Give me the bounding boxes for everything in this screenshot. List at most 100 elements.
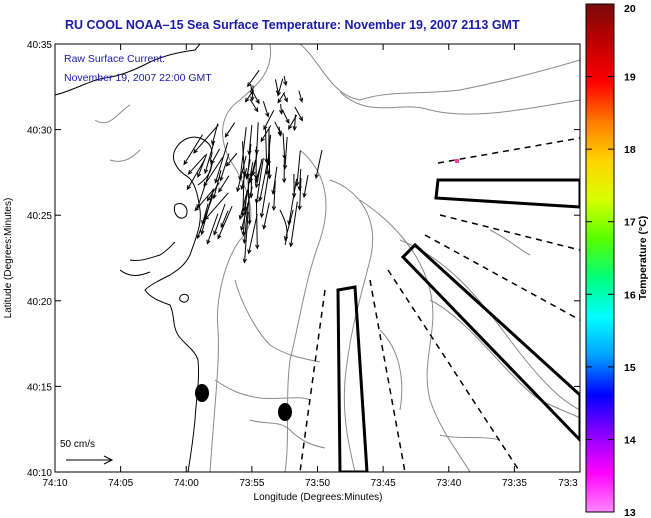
y-axis-label: Latitude (Degrees:Minutes) [3,198,14,319]
colorbar-tick-label: 20 [624,3,636,15]
current-vector [262,101,269,117]
current-vector-head [218,187,223,193]
colorbar-ticks: 20 19 18 17 16 15 14 13 [586,3,636,518]
current-vector [213,203,226,235]
y-tick-label: 40:15 [27,382,52,393]
current-timestamp: November 19, 2007 22:00 GMT [64,72,212,84]
current-vector [240,186,253,231]
current-vector [239,190,248,220]
current-vector-head [238,214,243,221]
current-vector-head [298,116,303,122]
current-vector [298,90,303,102]
current-vector [273,180,276,210]
current-vector [247,69,260,87]
current-vector-head [217,234,222,240]
y-tick-label: 40:10 [27,468,52,479]
current-vector-head [262,224,267,230]
current-vector-head [298,97,304,103]
current-vector-head [289,242,294,248]
x-tick-label: 73:40 [436,478,461,489]
current-vector [249,98,259,112]
current-vector [242,141,245,175]
current-vector [294,106,303,121]
current-vector-head [206,239,211,245]
current-vector [217,206,233,239]
current-vector-head [210,159,215,165]
current-vector-head [242,206,247,212]
current-vector-head [292,126,297,132]
x-tick-label: 73:3 [558,478,578,489]
current-vector-head [297,205,302,211]
current-vector-head [254,107,259,113]
current-vector [255,158,264,204]
x-axis-ticks: 74:10 74:05 74:00 73:55 73:50 73:45 73:40 73:35… [42,44,581,489]
current-vector-head [247,249,252,255]
current-vector-head [238,176,243,182]
scale-label: 50 cm/s [60,439,95,450]
current-vector-head [187,169,193,175]
dashed-boundaries [299,137,580,472]
current-vector-head [277,98,282,104]
current-vector-head [212,194,217,200]
current-vector-head [242,258,247,264]
colorbar-tick-label: 17 [624,217,636,229]
current-vector-head [240,226,245,232]
current-vector-head [211,140,216,146]
current-vector [263,110,275,130]
current-vector [214,142,229,183]
current-vector [266,134,272,175]
current-vector-head [259,213,265,219]
current-vector-head [219,176,224,182]
current-vector [288,114,298,130]
current-vector-head [283,81,288,87]
x-tick-label: 73:50 [305,478,330,489]
current-vector-head [255,99,260,105]
current-vector-head [247,220,252,226]
current-vector-head [282,178,287,184]
current-vector-head [265,112,270,118]
current-vector-head [287,220,292,226]
current-vector-head [236,187,241,193]
map-content [55,44,580,472]
x-tick-label: 73:45 [371,478,396,489]
current-vector-head [254,178,259,184]
map-title: RU COOL NOAA–15 Sea Surface Temperature:… [65,18,520,32]
current-label: Raw Surface Current: [64,53,165,65]
y-tick-label: 40:30 [27,126,52,137]
current-vector-head [203,168,209,175]
current-vector-head [197,172,202,178]
scale-arrow [66,455,114,465]
current-vector-head [214,178,219,184]
current-vector [255,198,258,249]
current-vector [255,161,262,183]
current-vector [194,188,215,211]
current-vector-head [314,173,319,180]
colorbar-tick-label: 19 [624,72,636,84]
current-vector [283,92,288,102]
current-vector [249,159,256,183]
current-vector [210,148,221,164]
current-vector [251,85,254,101]
station-marker [278,403,292,421]
y-axis-ticks: 40:35 40:30 40:25 40:20 40:15 40:10 [27,40,580,479]
y-tick-label: 40:25 [27,211,52,222]
current-vector [219,153,230,181]
current-vector-head [250,96,255,102]
current-vector-head [271,206,277,212]
current-vector-head [246,82,252,88]
current-vector-head [224,132,230,138]
current-vector [281,109,290,124]
current-vector [186,158,206,190]
current-vector [303,174,309,198]
current-vector [260,125,272,142]
current-vector-head [245,173,250,179]
current-vector-head [271,189,276,196]
current-vector [197,153,208,178]
current-vector-head [194,206,200,212]
current-vector [284,136,288,169]
current-vector-head [242,170,247,176]
current-vector [283,75,287,86]
current-vector [196,195,214,239]
current-vector [204,141,215,174]
x-tick-label: 74:10 [42,478,67,489]
